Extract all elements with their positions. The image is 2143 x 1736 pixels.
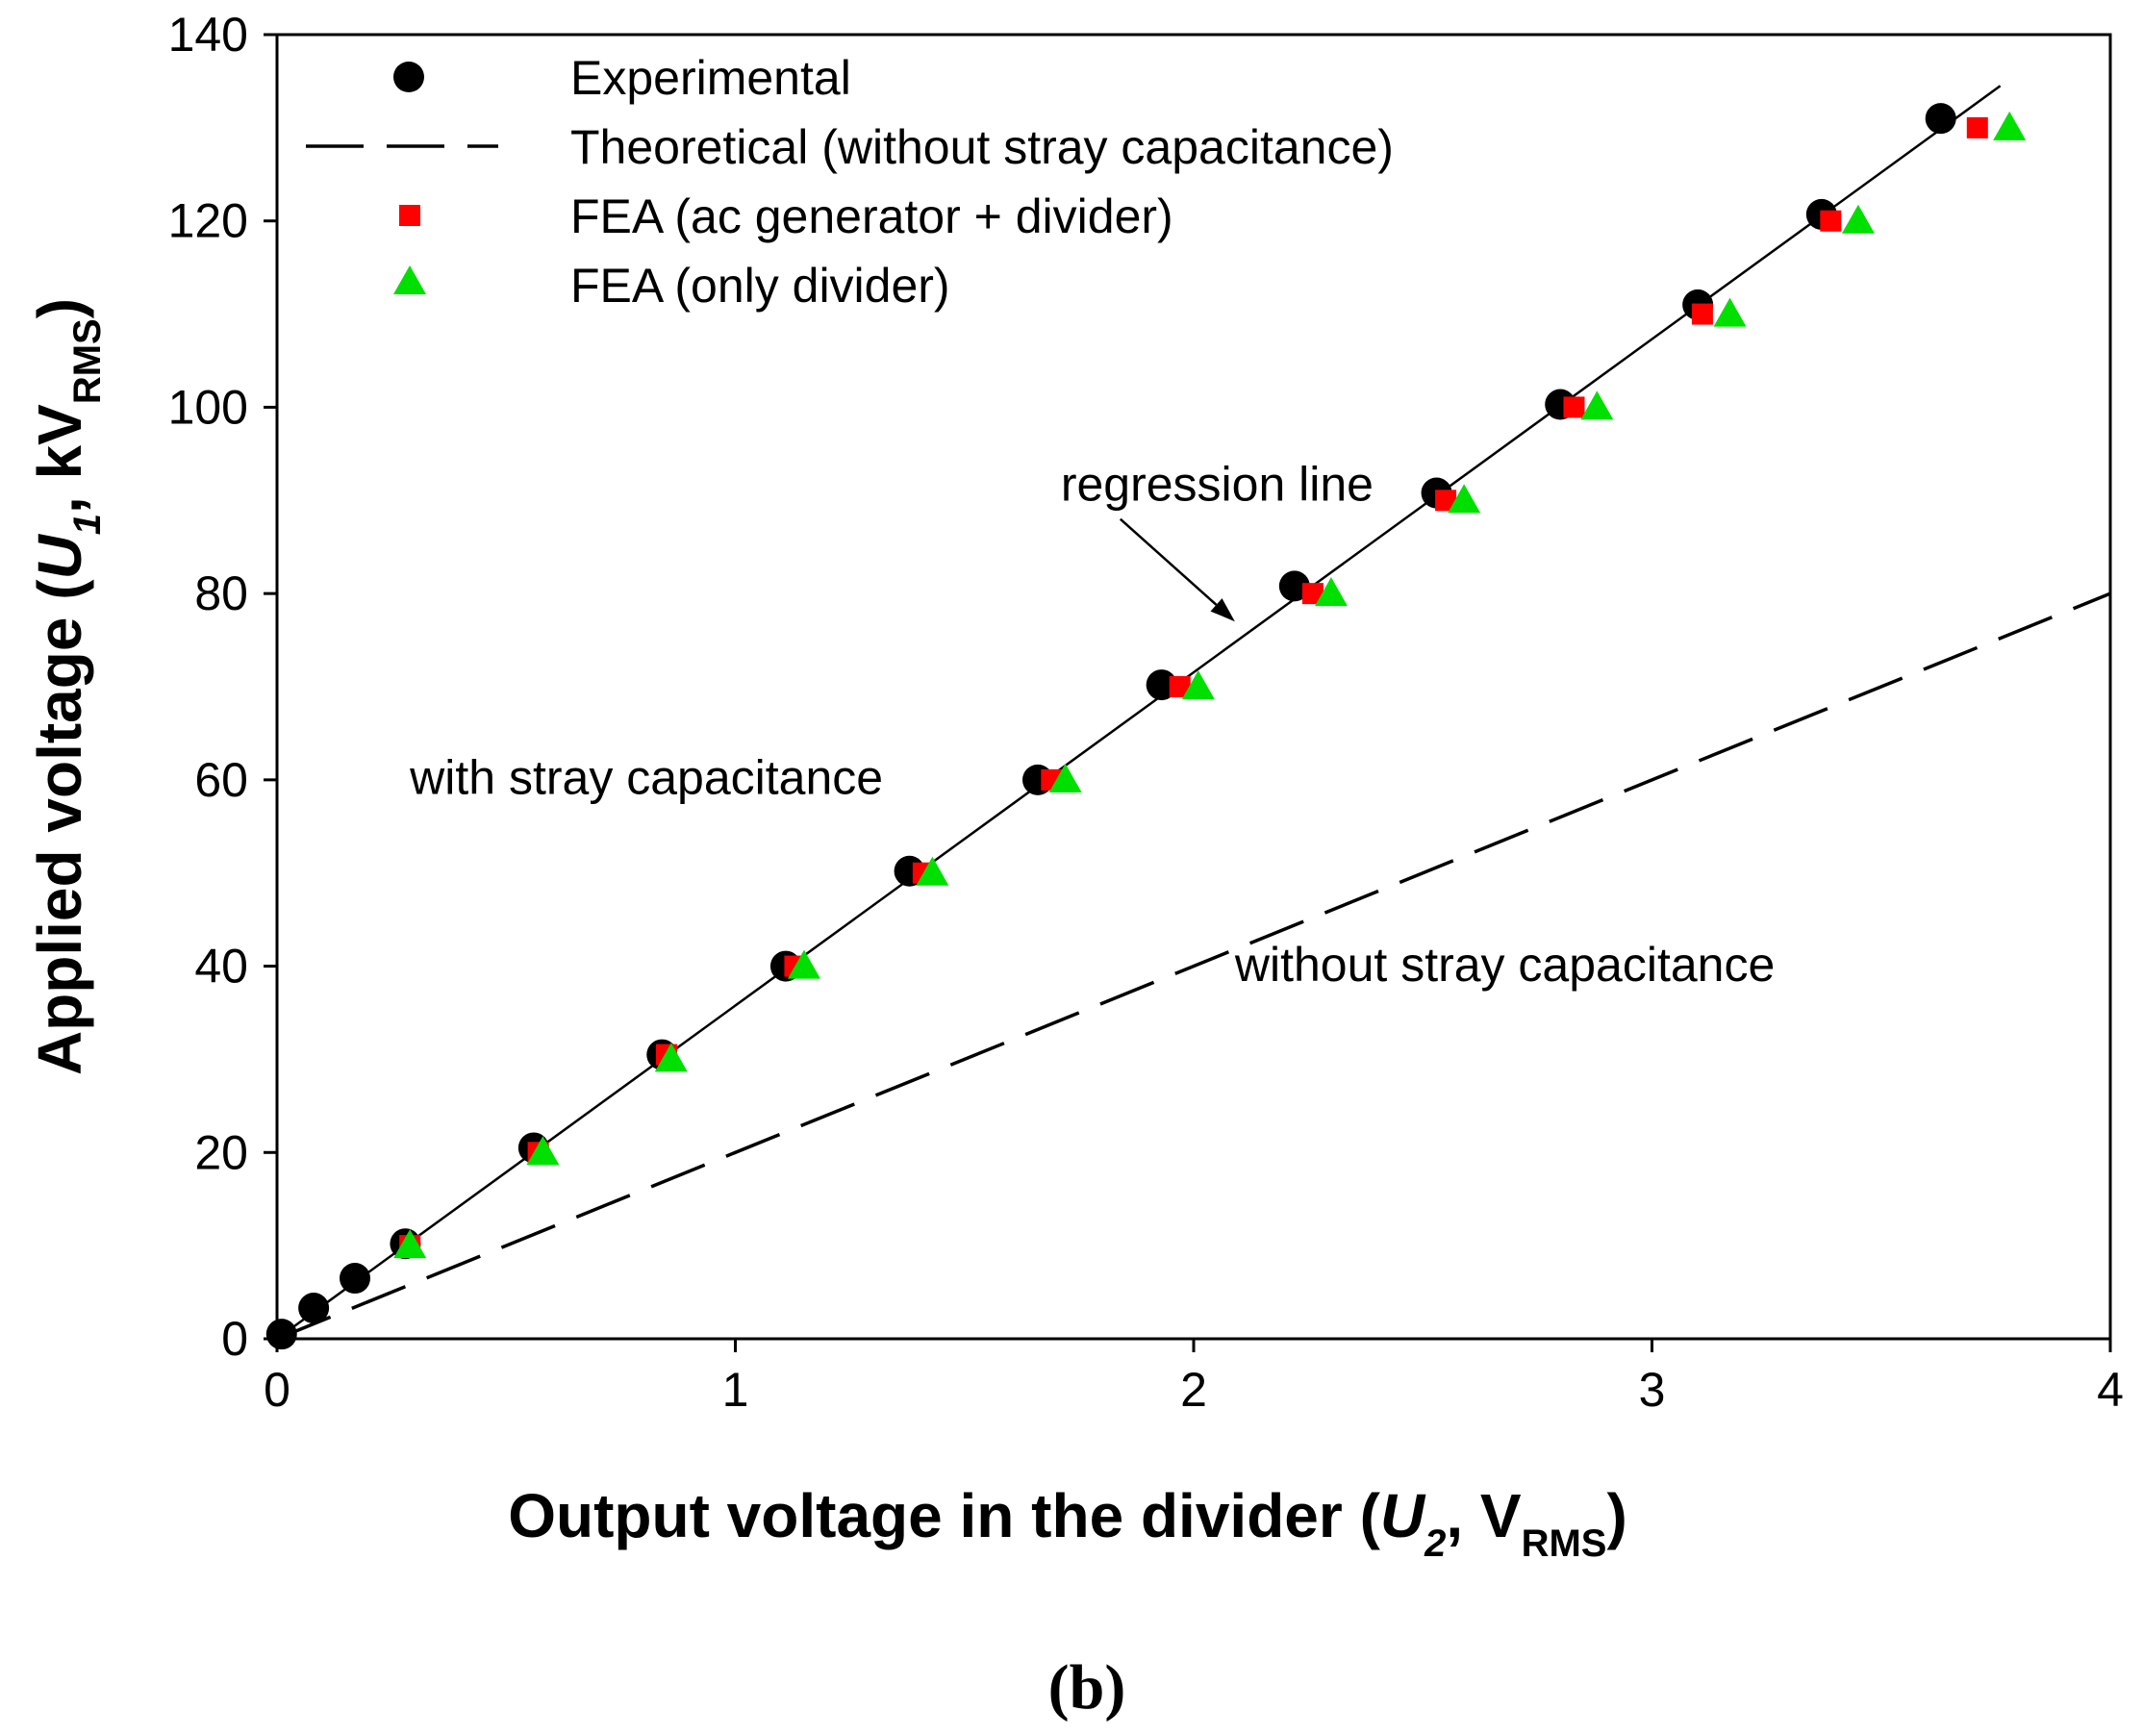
x-tick-label: 0 [264, 1363, 290, 1417]
fea-only-divider-point [1713, 297, 1747, 327]
experimental-point [340, 1263, 371, 1295]
fea-generator-divider-point [1301, 583, 1324, 605]
fea-only-divider-point [1993, 111, 2027, 140]
x-axis-ticks: 0 1 2 3 4 [264, 1339, 2124, 1417]
x-tick-label: 2 [1180, 1363, 1207, 1417]
data-points-layer [265, 103, 2027, 1350]
y-title-part: Applied voltage ( [25, 579, 94, 1075]
legend-entry-theoretical: Theoretical (without stray capacitance) [306, 120, 1394, 174]
experimental-point [1146, 669, 1177, 701]
y-title-var: U [25, 533, 94, 579]
x-axis-title: Output voltage in the divider (U2, VRMS) [508, 1481, 1627, 1565]
x-title-part: ) [1606, 1481, 1626, 1550]
fea-generator-divider-point [1966, 116, 1988, 138]
x-tick-label: 4 [2097, 1363, 2124, 1417]
y-tick-label: 0 [221, 1312, 248, 1366]
fea-only-divider-point [393, 1229, 427, 1259]
experimental-point [1278, 570, 1310, 602]
fea-generator-divider-point [1169, 676, 1191, 697]
x-title-unit-sub: RMS [1522, 1522, 1607, 1565]
fea-only-divider-point [1448, 484, 1481, 514]
experimental-point [298, 1293, 330, 1324]
fea-only-divider-point [1181, 670, 1215, 699]
panel-label: (b) [1048, 1652, 1126, 1723]
fea-only-divider-point [916, 856, 949, 886]
fea-only-divider-point [787, 949, 820, 979]
fea-generator-divider-point [1820, 210, 1842, 232]
y-title-var-sub: 1 [66, 514, 109, 535]
fea-generator-divider-point [1435, 490, 1457, 512]
y-tick-label: 120 [168, 194, 248, 248]
y-tick-label: 40 [194, 940, 248, 994]
fea-only-divider-point [1314, 577, 1348, 607]
legend-entry-fea-generator-divider: FEA (ac generator + divider) [399, 189, 1173, 243]
experimental-point [1925, 103, 1956, 135]
fea-only-divider-point [654, 1043, 688, 1072]
fea-only-divider-point [1841, 204, 1875, 234]
fea-only-divider-point [1048, 763, 1082, 793]
fea-only-divider-point [526, 1136, 560, 1166]
annotation-regression-line: regression line [1061, 457, 1374, 511]
y-title-unit-sub: RMS [66, 318, 109, 404]
annotation-arrowhead [1210, 598, 1235, 622]
x-tick-label: 1 [722, 1363, 749, 1417]
legend-label: Experimental [570, 51, 851, 105]
y-tick-label: 100 [168, 380, 248, 434]
theoretical-line-layer [276, 591, 2111, 1341]
legend-label: FEA (ac generator + divider) [570, 189, 1173, 243]
x-tick-label: 3 [1639, 1363, 1666, 1417]
fea-generator-divider-point [1563, 396, 1585, 418]
fea-generator-divider-point [1691, 303, 1713, 325]
y-tick-label: 80 [194, 566, 248, 620]
regression-line [276, 85, 2002, 1341]
legend: Experimental Theoretical (without stray … [306, 51, 1394, 313]
x-title-part: , V [1446, 1481, 1522, 1550]
y-title-part: ) [25, 298, 94, 318]
legend-marker-triangle [393, 265, 426, 294]
y-tick-label: 140 [168, 8, 248, 62]
y-tick-label: 20 [194, 1125, 248, 1179]
annotations: regression line with stray capacitance w… [409, 457, 1775, 992]
fea-only-divider-point [1580, 390, 1614, 420]
experimental-point [265, 1319, 297, 1350]
legend-entry-fea-only-divider: FEA (only divider) [393, 259, 950, 313]
y-axis-ticks: 0 20 40 60 80 100 120 140 [168, 8, 277, 1366]
theoretical-line [276, 591, 2111, 1341]
y-axis-title: Applied voltage (U1, kVRMS) [25, 298, 109, 1075]
x-title-var: U [1380, 1481, 1426, 1550]
legend-marker-square [399, 205, 420, 226]
x-title-part: Output voltage in the divider ( [508, 1481, 1380, 1550]
legend-label: FEA (only divider) [570, 259, 950, 313]
y-title-part: , kV [25, 404, 94, 514]
legend-entry-experimental: Experimental [393, 51, 851, 105]
annotation-without-stray-capacitance: without stray capacitance [1234, 938, 1775, 992]
legend-marker-circle [393, 62, 424, 92]
y-tick-label: 60 [194, 753, 248, 807]
annotation-arrow [1119, 517, 1218, 606]
regression-line-layer [276, 85, 2002, 1341]
x-title-var-sub: 2 [1424, 1522, 1446, 1565]
legend-label: Theoretical (without stray capacitance) [570, 120, 1394, 174]
annotation-with-stray-capacitance: with stray capacitance [409, 750, 883, 804]
